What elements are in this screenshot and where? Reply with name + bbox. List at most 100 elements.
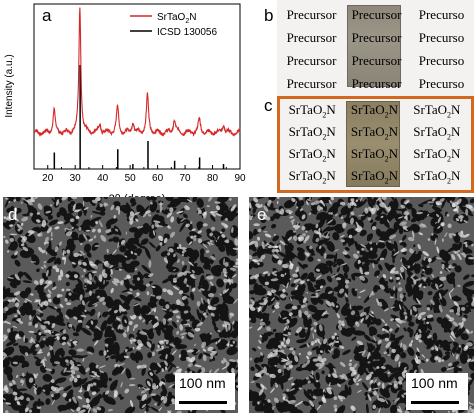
sem-pore xyxy=(304,319,311,324)
sem-grain xyxy=(378,397,386,403)
sem-grain xyxy=(26,198,35,203)
sem-grain xyxy=(3,351,7,357)
sem-grain xyxy=(78,253,83,256)
sem-pore xyxy=(306,245,315,255)
sem-grain xyxy=(398,361,401,368)
sem-grain xyxy=(162,318,167,325)
sem-grain xyxy=(260,203,263,208)
sem-grain xyxy=(28,330,35,333)
sem-grain xyxy=(347,202,352,209)
sem-grain xyxy=(402,344,407,351)
sem-grain xyxy=(40,358,45,364)
sem-grain xyxy=(103,279,105,285)
sem-grain xyxy=(81,275,84,278)
sem-grain xyxy=(287,399,296,404)
sem-grain xyxy=(317,258,321,262)
sem-pore xyxy=(189,262,198,273)
sem-grain xyxy=(304,235,310,242)
sem-grain xyxy=(206,205,210,208)
sem-grain xyxy=(123,355,129,359)
sem-grain xyxy=(125,348,128,353)
x-tick-label-50: 50 xyxy=(125,173,137,184)
sem-grain xyxy=(302,297,307,304)
sem-grain xyxy=(64,228,67,232)
sem-pore xyxy=(56,307,62,313)
sem-grain xyxy=(294,287,298,291)
sem-grain xyxy=(57,221,64,225)
sem-grain xyxy=(458,345,461,348)
sem-grain xyxy=(50,238,53,240)
sem-grain xyxy=(86,351,94,355)
sem-grain xyxy=(471,243,474,247)
sem-pore xyxy=(427,343,431,348)
sem-pore xyxy=(168,397,173,403)
sem-pore xyxy=(454,265,462,273)
sem-grain xyxy=(39,279,43,286)
sem-grain xyxy=(186,199,193,203)
sem-grain xyxy=(350,310,356,316)
sem-grain xyxy=(307,351,312,356)
sem-pore xyxy=(441,197,447,209)
sem-grain xyxy=(261,241,265,249)
sem-pore xyxy=(459,351,468,365)
sem-grain xyxy=(148,311,152,315)
sem-grain xyxy=(452,352,454,357)
sem-pore xyxy=(296,271,300,278)
sem-pore xyxy=(90,385,99,393)
sem-pore xyxy=(315,372,320,381)
sem-grain xyxy=(435,202,440,206)
sem-grain xyxy=(167,252,171,256)
sem-grain xyxy=(140,364,147,369)
sem-grain xyxy=(207,346,214,352)
sem-pore xyxy=(90,216,102,223)
sem-grain xyxy=(377,382,381,386)
sem-pore xyxy=(388,278,394,283)
sem-grain xyxy=(150,201,153,205)
sem-grain xyxy=(316,205,321,212)
sem-grain xyxy=(22,372,25,377)
sem-grain xyxy=(460,218,463,222)
sem-grain xyxy=(298,309,302,318)
sem-grain xyxy=(142,319,146,323)
sem-grain xyxy=(33,388,37,395)
sem-grain xyxy=(202,354,207,362)
sem-pore xyxy=(29,342,38,354)
sem-pore xyxy=(402,242,407,248)
sem-grain xyxy=(270,278,279,282)
sem-grain xyxy=(62,249,67,254)
sem-grain xyxy=(388,205,391,213)
sem-pore xyxy=(281,310,290,315)
sem-pore xyxy=(393,224,399,230)
sem-grain xyxy=(44,283,51,289)
sem-grain xyxy=(277,368,282,374)
sem-grain xyxy=(231,367,235,374)
sem-grain xyxy=(172,277,177,283)
sem-grain xyxy=(290,297,292,301)
sem-pore xyxy=(76,304,86,313)
sem-grain xyxy=(426,266,430,268)
sem-grain xyxy=(176,366,180,369)
sem-grain xyxy=(33,280,39,285)
sem-grain xyxy=(306,355,310,360)
sem-pore xyxy=(219,257,228,262)
sem-grain xyxy=(110,204,115,211)
sem-grain xyxy=(447,410,450,413)
sem-grain xyxy=(350,198,355,202)
sem-grain xyxy=(193,343,197,347)
sem-grain xyxy=(455,312,461,316)
sem-grain xyxy=(288,364,293,369)
sem-grain xyxy=(364,207,369,214)
sem-pore xyxy=(252,394,261,407)
sem-pore xyxy=(394,274,399,278)
sem-grain xyxy=(418,339,422,343)
sem-grain xyxy=(94,245,100,247)
sem-grain xyxy=(279,313,282,318)
sem-grain xyxy=(4,320,12,325)
sem-grain xyxy=(315,292,319,298)
sem-grain xyxy=(47,352,51,357)
sem-grain xyxy=(326,387,332,395)
sem-pore xyxy=(379,387,391,398)
sem-grain xyxy=(298,387,302,390)
sem-grain xyxy=(148,273,154,278)
sem-pore xyxy=(152,394,162,402)
